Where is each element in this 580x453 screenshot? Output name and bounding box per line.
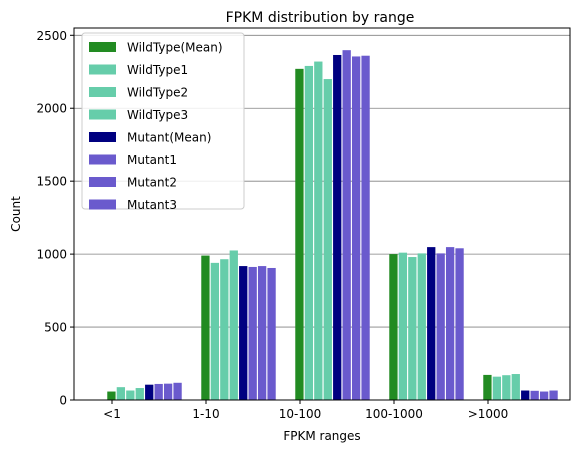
legend-swatch-3: [89, 109, 116, 120]
bar-1001000-wildtype3: [417, 253, 426, 400]
bar-110-wildtype1: [210, 262, 220, 400]
bar-110-wildtype2: [220, 259, 229, 400]
legend-swatch-6: [89, 177, 116, 187]
x-tick-label-0: <1: [103, 407, 121, 421]
legend-label-3: WildType3: [127, 108, 188, 122]
bar-110-mutant1: [248, 266, 257, 400]
bar-1000-mutantmean: [521, 390, 530, 400]
y-tick-label-2: 1000: [36, 248, 67, 262]
bar-1000-mutant1: [530, 390, 539, 400]
bar-10100-mutant2: [351, 56, 361, 401]
legend: WildType(Mean) WildType1 WildType2 WildType…: [81, 32, 245, 212]
y-tick-label-3: 1500: [36, 175, 67, 189]
chart-title: FPKM distribution by range: [226, 10, 415, 26]
bar-1-mutant3: [173, 382, 182, 400]
bar-1000-mutant3: [549, 390, 558, 400]
legend-swatch-7: [89, 199, 116, 210]
y-tick-label-5: 2500: [36, 29, 67, 43]
x-axis-label: FPKM ranges: [283, 429, 360, 443]
bar-1-mutant2: [163, 383, 173, 400]
bar-10100-mutant1: [342, 50, 351, 400]
bar-110-mutantmean: [239, 266, 248, 400]
y-tick-label-0: 0: [59, 394, 67, 408]
bar-1000-wildtype3: [511, 374, 520, 400]
bar-1-wildtypemean: [107, 391, 116, 400]
legend-label-4: Mutant(Mean): [127, 131, 211, 145]
legend-label-6: Mutant2: [127, 176, 177, 190]
bar-1001000-wildtype1: [398, 252, 408, 400]
y-tick-label-4: 2000: [36, 102, 67, 116]
x-axis: <1 1-10 10-100 100-1000 >1000: [103, 400, 508, 421]
legend-label-1: WildType1: [127, 63, 188, 77]
legend-swatch-1: [89, 64, 116, 75]
legend-box: [81, 32, 245, 210]
bar-1001000-mutant1: [436, 253, 445, 400]
y-axis: 0 500 1000 1500 2000 2500: [36, 29, 74, 408]
legend-label-2: WildType2: [127, 86, 188, 100]
bar-10100-wildtype3: [323, 79, 332, 400]
bar-1001000-wildtype2: [408, 257, 417, 400]
x-tick-label-3: 100-1000: [365, 407, 423, 421]
bar-110-mutant3: [267, 267, 276, 400]
bar-1000-mutant2: [539, 391, 549, 400]
legend-swatch-0: [89, 42, 116, 52]
x-tick-label-1: 1-10: [192, 407, 219, 421]
bar-1001000-mutant3: [455, 248, 464, 400]
bar-1001000-wildtypemean: [389, 254, 398, 400]
legend-swatch-5: [89, 154, 116, 165]
y-tick-label-1: 500: [44, 321, 67, 335]
bar-110-wildtypemean: [201, 255, 210, 400]
bar-110-wildtype3: [229, 250, 238, 400]
legend-label-7: Mutant3: [127, 198, 177, 212]
legend-label-0: WildType(Mean): [127, 41, 223, 55]
bar-1000-wildtype1: [492, 376, 502, 400]
bar-1000-wildtype2: [502, 375, 511, 400]
bar-1-wildtype3: [135, 388, 144, 400]
bar-10100-wildtype1: [304, 65, 314, 400]
bar-10100-mutant3: [361, 55, 370, 400]
legend-swatch-4: [89, 132, 116, 142]
legend-label-5: Mutant1: [127, 153, 177, 167]
bar-110-mutant2: [257, 266, 267, 400]
bar-10100-wildtype2: [314, 61, 323, 400]
bar-1001000-mutant2: [445, 247, 455, 400]
bar-1-wildtype1: [116, 387, 126, 400]
legend-swatch-2: [89, 87, 116, 97]
x-tick-label-4: >1000: [468, 407, 509, 421]
bar-10100-wildtypemean: [295, 68, 304, 401]
bar-10100-mutantmean: [333, 54, 342, 401]
bar-1000-wildtypemean: [483, 374, 492, 400]
bar-1001000-mutantmean: [427, 247, 436, 400]
plot-frame: [73, 27, 571, 401]
bar-1-mutantmean: [145, 384, 154, 400]
bar-1-mutant1: [154, 383, 163, 400]
y-axis-label: Count: [9, 196, 23, 232]
bar-1-wildtype2: [126, 390, 135, 400]
x-tick-label-2: 10-100: [279, 407, 322, 421]
bars: [107, 50, 558, 401]
